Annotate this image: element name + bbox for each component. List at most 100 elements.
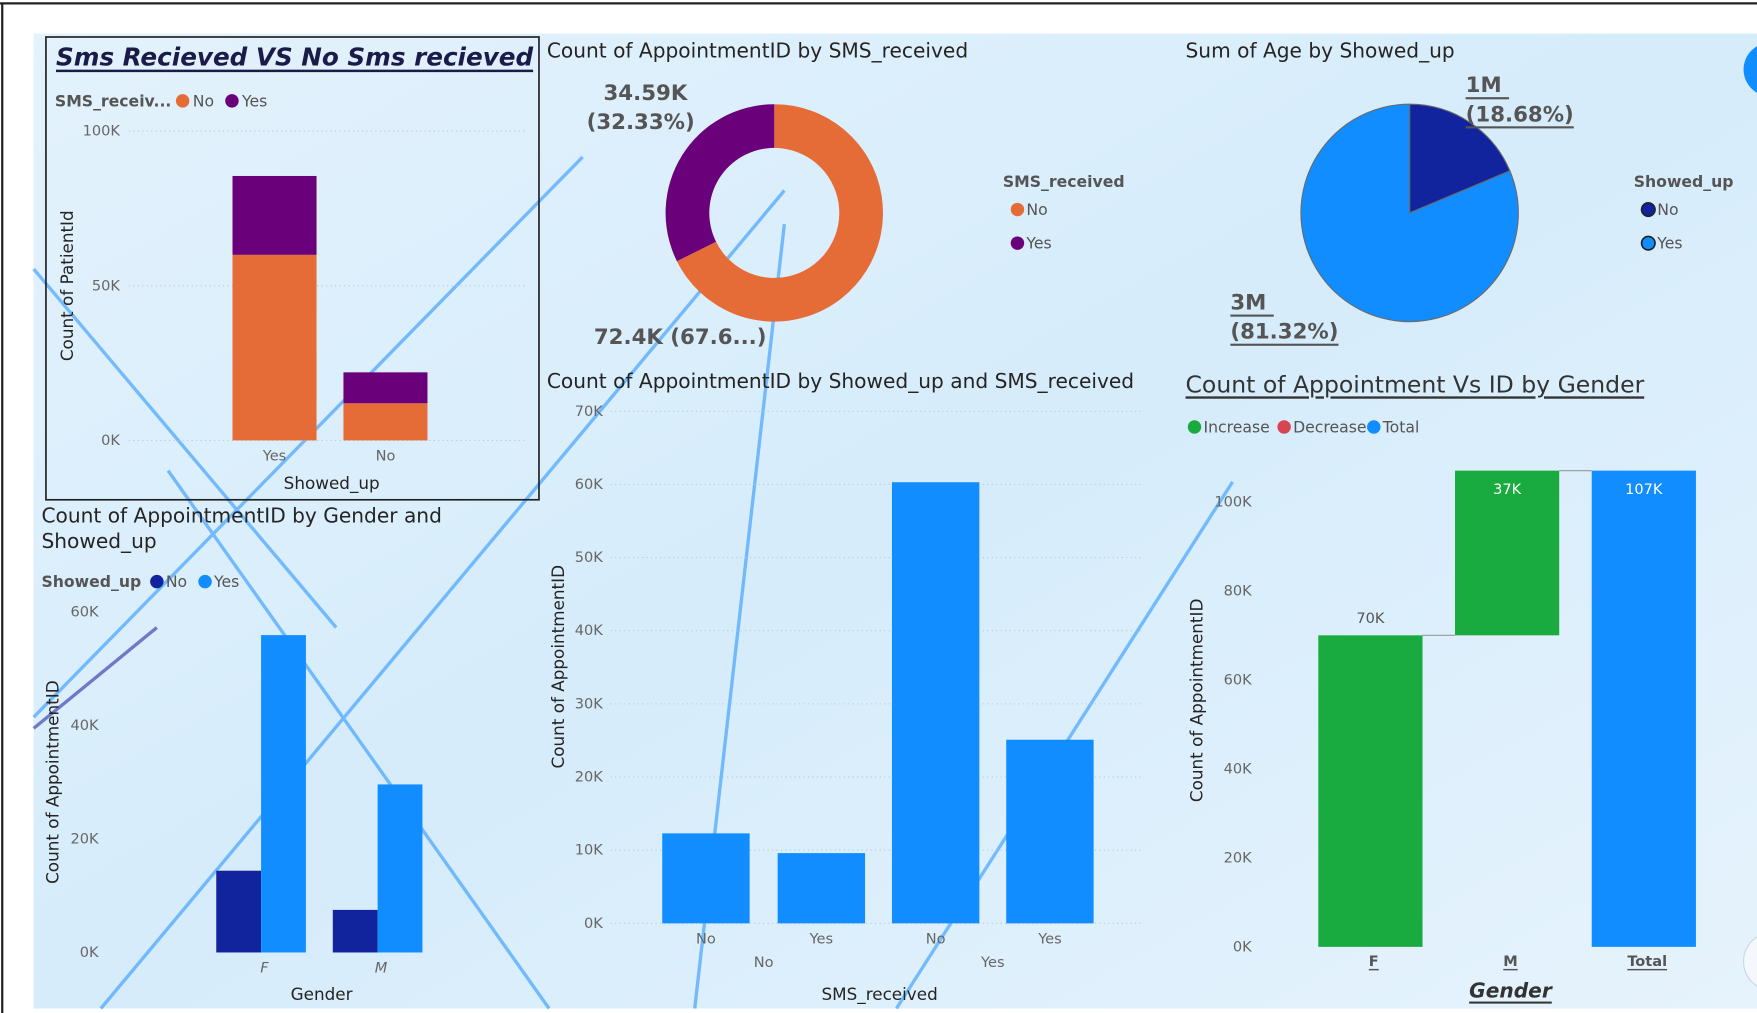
data-label: 70K <box>1356 610 1385 627</box>
legend-marker <box>1010 202 1025 217</box>
bar <box>1006 739 1094 924</box>
legend-marker <box>150 574 164 589</box>
legend-title: SMS_receiv... <box>55 91 171 110</box>
legend-marker <box>1010 236 1025 250</box>
bar-segment <box>232 254 317 441</box>
bar-segment <box>232 175 317 255</box>
x-tick-label: Yes <box>1037 931 1061 948</box>
y-axis-title: Count of PatientId <box>57 210 77 361</box>
streak <box>32 267 338 629</box>
data-label: 1M (18.68%) <box>1466 73 1574 127</box>
streak <box>99 189 786 1010</box>
data-label: 34.59K (32.33%) <box>587 81 695 135</box>
bar <box>377 784 423 953</box>
legend-label: Yes <box>1025 234 1051 253</box>
chart-title: Sms Recieved VS No Sms recieved <box>56 43 533 72</box>
x-tick-label: Yes <box>262 448 286 465</box>
y-tick-label: 0K <box>584 915 603 932</box>
y-tick-label: 60K <box>575 476 604 493</box>
legend-marker <box>1640 235 1656 251</box>
y-tick-label: 60K <box>1224 671 1253 688</box>
x-tick-label: M <box>1503 953 1517 970</box>
slice <box>1300 103 1519 323</box>
streak <box>32 626 158 730</box>
streak <box>166 469 551 1010</box>
data-label: 72.4K (67.6...) <box>594 325 767 350</box>
legend-label: No <box>1026 200 1047 219</box>
x-tick-label: No <box>696 931 716 948</box>
y-tick-label: 50K <box>575 549 604 566</box>
bar <box>891 482 980 924</box>
y-tick-label: 40K <box>1224 760 1253 777</box>
y-tick-label: 40K <box>575 622 604 639</box>
y-axis-title: Count of AppointmentID <box>548 565 568 769</box>
data-label: 107K <box>1625 481 1663 498</box>
x-tick-label: No <box>376 448 396 465</box>
legend-marker <box>175 94 190 108</box>
legend-marker <box>1277 420 1291 434</box>
y-tick-label: 100K <box>83 123 121 140</box>
y-tick-label: 10K <box>575 842 604 859</box>
bar <box>1455 470 1560 636</box>
x-tick-label: F <box>1369 953 1379 970</box>
legend-label: Increase <box>1203 417 1269 436</box>
y-tick-label: 80K <box>1224 582 1253 599</box>
y-tick-label: 100K <box>1214 493 1252 510</box>
legend-label: No <box>1657 200 1678 219</box>
slice <box>676 104 883 322</box>
legend-label: Decrease <box>1293 417 1366 436</box>
chart-title: Count of AppointmentID by Gender and Sho… <box>41 503 448 553</box>
y-tick-label: 70K <box>575 403 604 420</box>
y-tick-label: 0K <box>80 944 99 961</box>
y-tick-label: 30K <box>575 695 604 712</box>
x-tick-label: M <box>375 960 388 977</box>
chart-title: Sum of Age by Showed_up <box>1186 38 1455 62</box>
legend-marker <box>1187 420 1202 434</box>
x-tick-label: F <box>260 960 269 977</box>
legend-label: No <box>193 91 214 110</box>
y-tick-label: 0K <box>1233 938 1252 955</box>
visual-border <box>45 36 540 501</box>
chart-title: Count of AppointmentID by SMS_received <box>547 38 968 62</box>
x-tick-label: Yes <box>809 931 833 948</box>
bar <box>1591 470 1696 947</box>
legend-label: No <box>166 572 187 591</box>
y-tick-label: 40K <box>71 717 100 734</box>
y-axis-title: Count of AppointmentID <box>43 680 63 884</box>
bar-segment <box>343 403 428 441</box>
chart-title: Count of Appointment Vs ID by Gender <box>1186 370 1645 398</box>
legend-title: Showed_up <box>41 572 141 591</box>
y-tick-label: 0K <box>101 432 120 449</box>
bar <box>1318 635 1423 947</box>
x-axis-title: Gender <box>291 984 353 1004</box>
y-tick-label: 50K <box>92 277 121 294</box>
y-tick-label: 60K <box>71 603 100 620</box>
data-label: 37K <box>1493 481 1522 498</box>
legend-label: Yes <box>241 91 267 110</box>
y-tick-label: 20K <box>1224 849 1253 866</box>
chart-title: Count of AppointmentID by Showed_up and … <box>547 369 1134 393</box>
legend-marker <box>1367 420 1381 434</box>
x-group-label: Yes <box>980 954 1004 971</box>
legend-title: Showed_up <box>1634 172 1734 191</box>
legend-label: Yes <box>1656 234 1682 253</box>
x-axis-title: Showed_up <box>284 473 380 494</box>
bar <box>777 853 866 924</box>
x-tick-label: No <box>926 931 946 948</box>
legend-label: Total <box>1382 417 1420 436</box>
legend-marker <box>198 574 212 589</box>
side-button[interactable] <box>1743 932 1757 990</box>
bar <box>662 833 750 924</box>
bar-segment <box>343 372 428 404</box>
x-axis-title: SMS_received <box>821 984 937 1005</box>
x-group-label: No <box>754 954 774 971</box>
legend-marker <box>225 94 239 108</box>
side-button[interactable] <box>1743 43 1757 97</box>
legend-marker <box>1640 201 1656 218</box>
y-tick-label: 20K <box>71 830 100 847</box>
data-label: 3M (81.32%) <box>1230 290 1338 344</box>
slice <box>1409 103 1511 214</box>
bar <box>216 870 262 953</box>
y-tick-label: 20K <box>575 769 604 786</box>
